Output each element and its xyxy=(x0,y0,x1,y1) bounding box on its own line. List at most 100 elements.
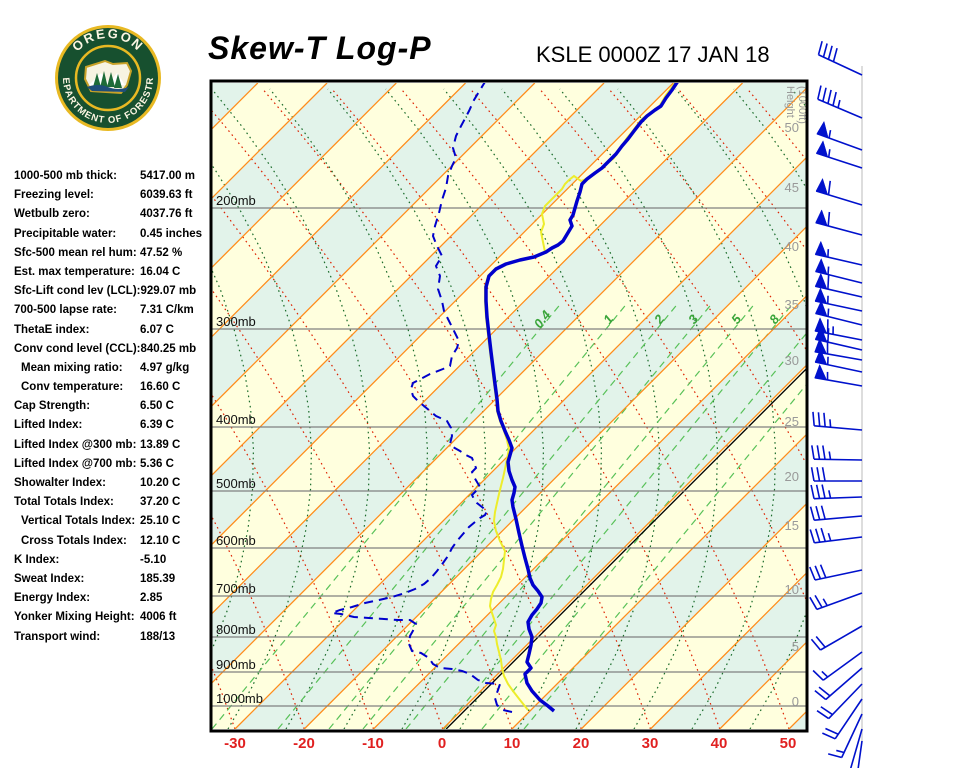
odf-logo: OREGON DEPARTMENT OF FORESTRY xyxy=(53,23,161,131)
isotherm xyxy=(212,87,806,684)
dry-adiabat xyxy=(608,88,806,351)
height-tick-label: 45 xyxy=(785,180,799,195)
wind-barb xyxy=(814,240,863,266)
logo-inner-ring xyxy=(74,44,142,112)
index-row: Precipitable water: 0.45 inches xyxy=(14,225,202,244)
height-tick-label: 20 xyxy=(785,469,799,484)
pressure-label: 300mb xyxy=(216,314,256,329)
index-row: K Index: -5.10 xyxy=(14,551,202,570)
wind-barb xyxy=(814,272,863,298)
index-label: Total Totals Index: xyxy=(14,496,114,509)
height-tick-label: 10 xyxy=(785,582,799,597)
height-tick-label: 15 xyxy=(785,518,799,533)
index-value: 2.85 xyxy=(140,592,163,605)
index-row: 700-500 lapse rate: 7.31 C/km xyxy=(14,301,202,320)
isotherm xyxy=(442,364,806,729)
isotherm xyxy=(580,503,806,729)
temp-tick-label: -20 xyxy=(293,735,315,752)
pressure-label: 500mb xyxy=(216,476,256,491)
index-label: 700-500 lapse rate: xyxy=(14,304,117,317)
index-row: Lifted Index @300 mb: 13.89 C xyxy=(14,436,202,455)
moist-adiabat xyxy=(791,88,806,108)
index-row: Yonker Mixing Height: 4006 ft xyxy=(14,608,202,627)
height-axis-unit: (1000ft) xyxy=(796,86,808,124)
index-row: Showalter Index: 10.20 C xyxy=(14,474,202,493)
index-label: K Index: xyxy=(14,553,60,566)
temperature-trace xyxy=(484,83,679,713)
index-label: Sfc-Lift cond lev (LCL): xyxy=(14,285,141,298)
index-label: Lifted Index @700 mb: xyxy=(14,457,137,470)
dry-adiabat xyxy=(677,88,806,251)
logo-oregon-state-art xyxy=(83,59,133,95)
index-value: 37.20 C xyxy=(140,496,181,509)
index-value: 4006 ft xyxy=(140,611,177,624)
wind-barb xyxy=(810,467,862,482)
wind-barb xyxy=(812,651,863,681)
dry-adiabat xyxy=(212,394,375,729)
height-tick-label: 50 xyxy=(785,120,799,135)
dry-adiabat xyxy=(331,88,721,729)
height-tick-label: 0 xyxy=(792,694,799,709)
wind-barb xyxy=(816,120,863,151)
wind-barb xyxy=(815,257,863,284)
index-value: 185.39 xyxy=(140,572,176,585)
index-row: Freezing level: 6039.63 ft xyxy=(14,186,202,205)
index-row: Lifted Index: 6.39 C xyxy=(14,416,202,435)
wind-barb xyxy=(814,348,863,373)
wind-barb xyxy=(816,683,863,720)
wind-barb xyxy=(811,445,863,461)
wind-barb xyxy=(827,713,863,759)
index-row: Cross Totals Index: 12.10 C xyxy=(14,532,202,551)
wind-barb xyxy=(857,740,863,768)
pressure-label: 600mb xyxy=(216,533,256,548)
isotherm xyxy=(212,83,605,476)
pressure-label: 900mb xyxy=(216,657,256,672)
index-row: Mean mixing ratio: 4.97 g/kg xyxy=(14,359,202,378)
index-row: Conv temperature: 16.60 C xyxy=(14,378,202,397)
height-tick-label: 40 xyxy=(785,239,799,254)
index-value: 4.97 g/kg xyxy=(140,361,190,374)
index-value: 4037.76 ft xyxy=(140,208,193,221)
index-label: Precipitable water: xyxy=(14,227,117,240)
index-value: 16.60 C xyxy=(140,381,181,394)
dewpoint-trace xyxy=(331,83,513,713)
index-value: 12.10 C xyxy=(140,534,181,547)
index-label: 1000-500 mb thick: xyxy=(14,170,117,182)
temp-tick-label: 20 xyxy=(573,735,590,752)
dry-adiabat xyxy=(212,515,305,729)
index-row: Total Totals Index: 37.20 C xyxy=(14,493,202,512)
index-value: 6.07 C xyxy=(140,323,174,336)
isotherm xyxy=(511,434,806,729)
temp-tick-label: 40 xyxy=(711,735,728,752)
index-value: 6.39 C xyxy=(140,419,174,432)
index-row: Vertical Totals Index: 25.10 C xyxy=(14,512,202,531)
index-row: Wetbulb zero: 4037.76 ft xyxy=(14,205,202,224)
index-label: ThetaE index: xyxy=(14,323,90,336)
index-value: 10.20 C xyxy=(140,477,181,489)
index-value: 47.52 % xyxy=(140,246,183,259)
wind-barb xyxy=(815,140,863,169)
wind-barb xyxy=(812,411,863,431)
wind-barb xyxy=(809,592,863,611)
isotherm xyxy=(212,83,397,269)
index-label: Wetbulb zero: xyxy=(14,208,90,221)
wind-barb xyxy=(809,505,863,521)
dry-adiabat xyxy=(262,88,652,729)
isotherm xyxy=(373,295,806,729)
moist-adiabat xyxy=(850,89,960,729)
isotherm xyxy=(212,83,674,546)
index-label: Yonker Mixing Height: xyxy=(14,611,135,624)
wind-barb xyxy=(809,564,863,581)
isotherm xyxy=(650,572,806,729)
wind-barb xyxy=(815,177,863,206)
index-value: 188/13 xyxy=(140,630,176,643)
index-label: Vertical Totals Index: xyxy=(21,515,136,528)
index-row: ThetaE index: 6.07 C xyxy=(14,321,202,340)
wind-barb xyxy=(815,299,863,326)
index-label: Showalter Index: xyxy=(14,477,107,489)
index-label: Sfc-500 mean rel hum: xyxy=(14,246,137,259)
isotherm xyxy=(212,83,743,615)
temp-tick-label: 50 xyxy=(780,735,797,752)
